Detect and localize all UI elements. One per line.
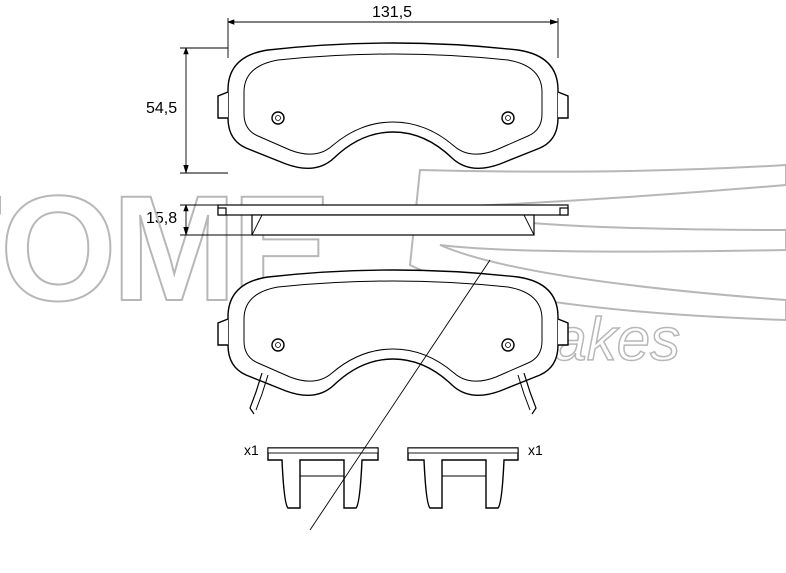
brake-pad-top	[218, 43, 568, 168]
clip-left	[268, 448, 378, 508]
clip-right	[408, 448, 518, 508]
brake-pad-side	[218, 205, 568, 235]
technical-drawing	[0, 0, 786, 573]
brake-pad-bottom	[218, 270, 568, 414]
